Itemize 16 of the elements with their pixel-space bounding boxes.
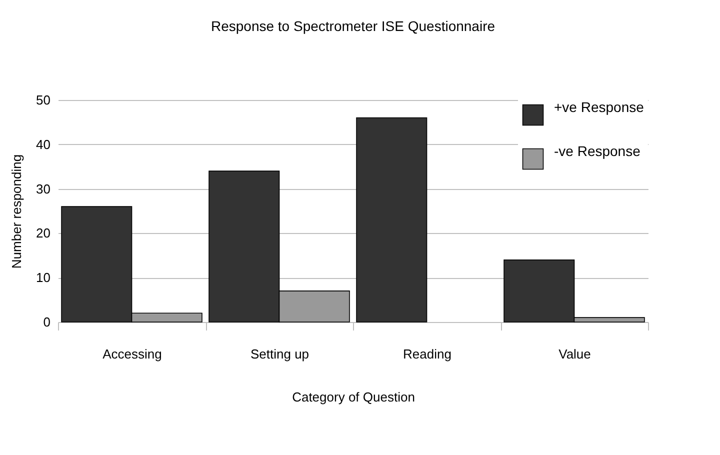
legend-label: -ve Response [554,143,641,159]
x-axis-title: Category of Question [292,390,415,404]
y-tick-label: 20 [36,226,50,241]
chart-title: Response to Spectrometer ISE Questionnaire [210,18,496,34]
x-tick-label: Setting up [250,346,310,362]
x-tick-label: Accessing [102,346,162,362]
y-axis-title: Number responding [9,154,24,269]
y-tick-label: 10 [36,270,50,286]
y-tick-label: 30 [36,181,50,196]
y-tick-label: 50 [36,92,50,108]
y-tick-label: 0 [43,314,50,330]
legend-label: +ve Response [554,99,644,115]
y-tick-label: 40 [36,136,50,152]
bar [356,117,428,322]
x-tick-label: Value [558,346,591,362]
x-tick-label: Reading [403,346,452,362]
